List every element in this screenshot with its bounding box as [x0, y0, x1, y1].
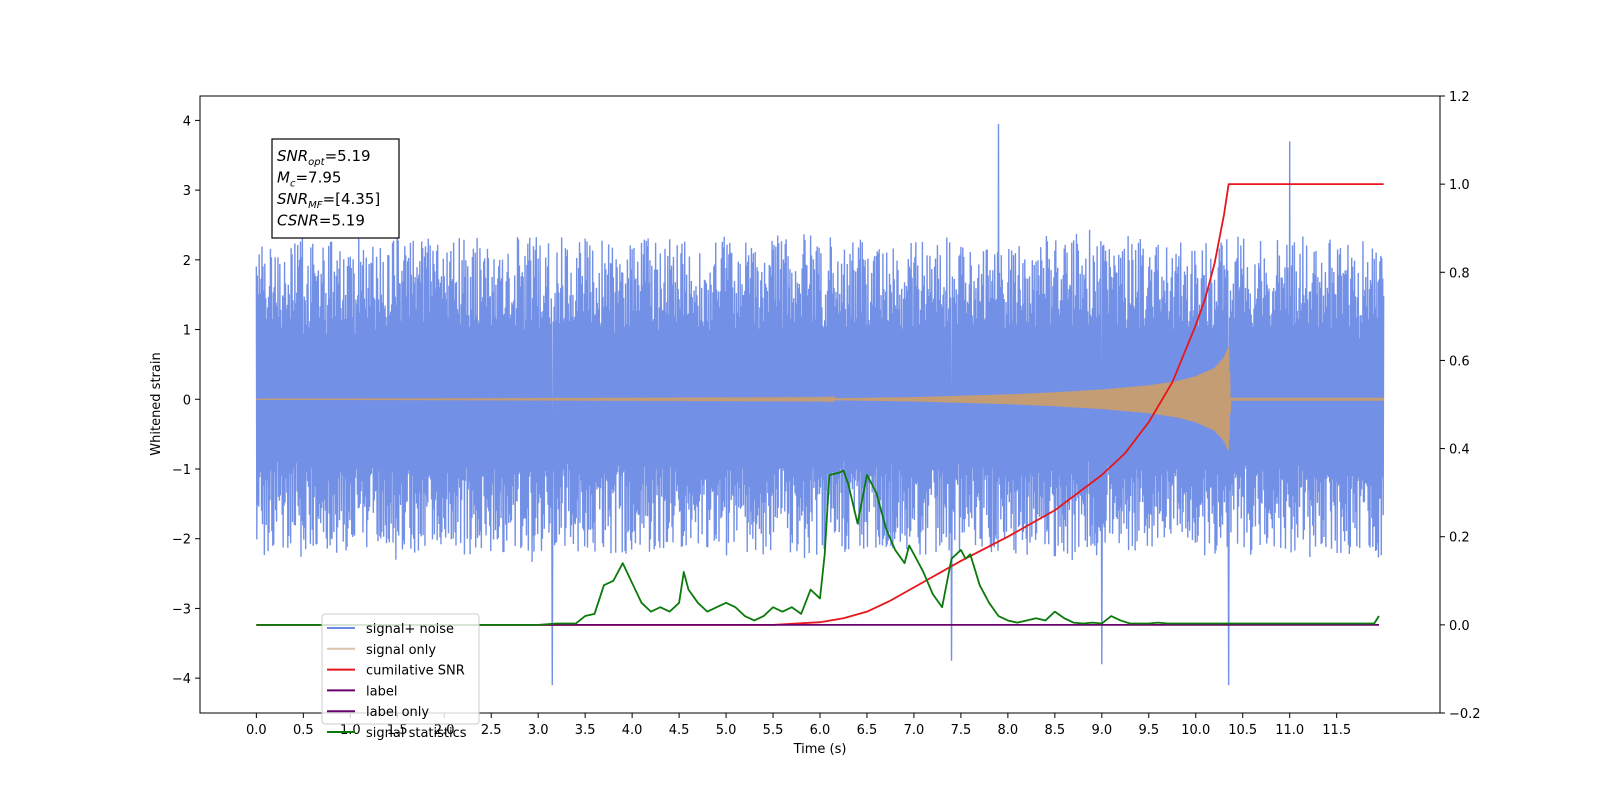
y-tick-label: −3 — [172, 602, 191, 617]
x-tick-label: 10.5 — [1228, 723, 1257, 738]
legend-label-label: label — [366, 684, 397, 699]
legend: signal+ noise signal only cumilative SNR la… — [321, 613, 480, 741]
y-tick-label: 4 — [183, 114, 191, 129]
annotation-line: Mc=7.95 — [277, 169, 341, 190]
x-tick-label: 4.0 — [622, 723, 643, 738]
x-tick-label: 11.5 — [1322, 723, 1351, 738]
legend-frame — [321, 613, 480, 725]
y2-tick-label: 0.6 — [1449, 354, 1470, 369]
x-tick-label: 10.0 — [1181, 723, 1210, 738]
annotation-frame — [271, 138, 400, 239]
x-tick-label: 5.5 — [763, 723, 784, 738]
x-tick-label: 6.5 — [857, 723, 878, 738]
x-tick-label: 8.5 — [1045, 723, 1066, 738]
annotation-line: SNRMF=[4.35] — [277, 190, 380, 211]
x-axis-label: Time (s) — [793, 742, 847, 757]
x-tick-label: 9.5 — [1138, 723, 1159, 738]
series-cumilative-snr — [256, 183, 1384, 626]
x-tick-label: 1.5 — [387, 723, 408, 738]
y2-tick-label: 1.0 — [1449, 178, 1470, 193]
x-tick-label: 0.0 — [246, 723, 267, 738]
x-tick-label: 2.5 — [481, 723, 502, 738]
x-tick-label: 3.5 — [575, 723, 596, 738]
y-tick-label: −1 — [172, 463, 191, 478]
x-tick-label: 11.0 — [1275, 723, 1304, 738]
y2-tick-label: 0.8 — [1449, 266, 1470, 281]
y2-tick-label: 0.4 — [1449, 443, 1470, 458]
x-tick-label: 0.5 — [293, 723, 314, 738]
x-tick-label: 3.0 — [528, 723, 549, 738]
annotation-line: SNRopt=5.19 — [277, 147, 371, 168]
y2-tick-label: 1.2 — [1449, 90, 1470, 105]
y-tick-label: 3 — [183, 184, 191, 199]
y-tick-label: 1 — [183, 324, 191, 339]
x-tick-label: 9.0 — [1091, 723, 1112, 738]
series-signal-only — [256, 346, 1385, 451]
y-tick-label: −4 — [172, 672, 191, 687]
x-tick-label: 4.5 — [669, 723, 690, 738]
x-tick-label: 7.5 — [951, 723, 972, 738]
y-axis-label: Whitened strain — [149, 352, 164, 455]
y-tick-label: −2 — [172, 533, 191, 548]
series-signal-statistics — [256, 469, 1380, 626]
axes-layer: 0.0 0.5 1.0 1.5 2.0 2.5 3.0 3.5 4.0 4.5 5.0 5.5 6.0 6… — [172, 90, 1481, 738]
x-tick-label: 1.0 — [340, 723, 361, 738]
y-tick-label: 0 — [183, 393, 191, 408]
legend-label-signal-statistics: signal statistics — [366, 726, 467, 741]
x-tick-label: 8.0 — [998, 723, 1019, 738]
x-tick-label: 5.0 — [716, 723, 737, 738]
legend-label-label-only: label only — [366, 705, 429, 720]
y2-tick-label: −0.2 — [1449, 707, 1481, 722]
legend-label-signal-noise: signal+ noise — [366, 622, 454, 637]
annotation-line: CSNR=5.19 — [277, 212, 365, 230]
x-tick-label: 2.0 — [434, 723, 455, 738]
series-signal-noise — [255, 123, 1385, 686]
legend-label-cumilative-snr: cumilative SNR — [366, 664, 465, 679]
y-tick-label: 2 — [183, 254, 191, 269]
y2-tick-label: 0.2 — [1449, 531, 1470, 546]
x-tick-label: 7.0 — [904, 723, 925, 738]
x-tick-label: 6.0 — [810, 723, 831, 738]
legend-label-signal-only: signal only — [366, 643, 436, 658]
y2-tick-label: 0.0 — [1449, 619, 1470, 634]
